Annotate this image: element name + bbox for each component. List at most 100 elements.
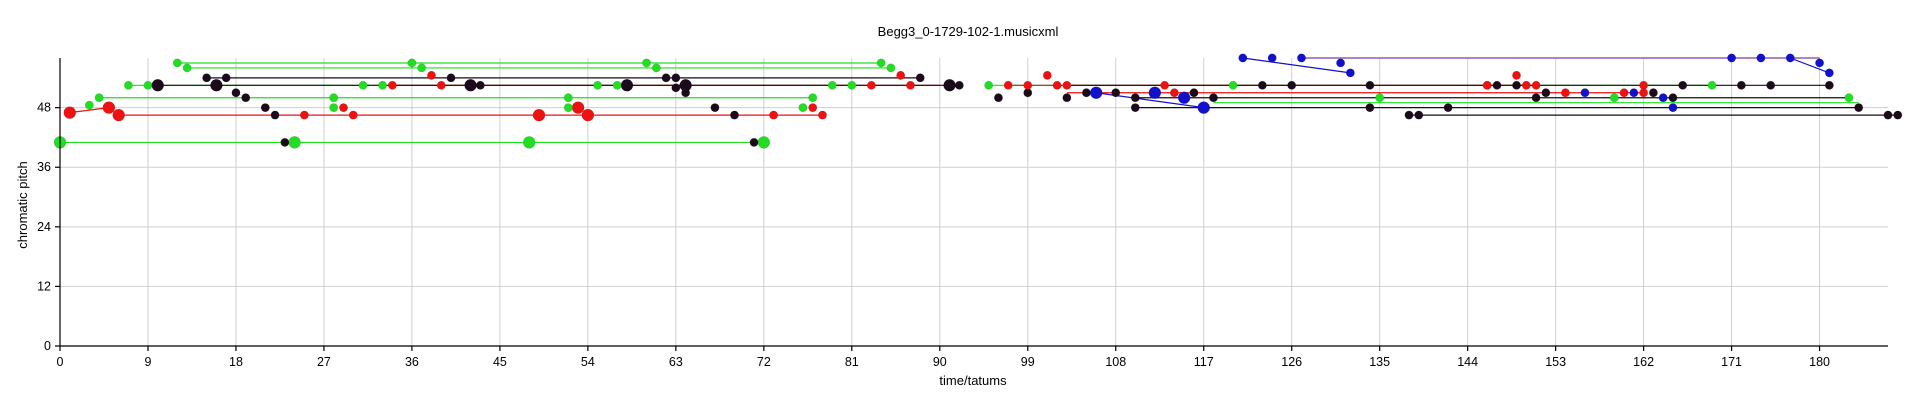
data-point [1844, 93, 1854, 103]
data-point [1492, 80, 1502, 90]
x-tick-label: 153 [1545, 355, 1566, 369]
x-tick-label: 27 [317, 355, 331, 369]
data-point [671, 73, 681, 83]
data-point [905, 80, 915, 90]
data-point [210, 79, 223, 92]
data-point [866, 80, 876, 90]
data-point [1560, 88, 1570, 98]
data-point [1668, 93, 1678, 103]
data-point [757, 136, 771, 149]
data-point [798, 103, 808, 113]
data-point [1062, 80, 1072, 90]
data-point [1521, 80, 1531, 90]
data-point [1580, 88, 1590, 98]
data-point [1609, 93, 1619, 103]
data-point [1541, 88, 1551, 98]
data-point [1678, 80, 1688, 90]
data-point [260, 103, 270, 113]
data-point [563, 103, 573, 113]
data-point [221, 73, 231, 83]
data-point [886, 63, 896, 73]
series-line [69, 107, 109, 114]
data-point [1177, 91, 1191, 105]
data-point [817, 110, 827, 120]
data-point [563, 93, 573, 103]
data-point [1531, 80, 1541, 90]
data-point [1668, 103, 1678, 113]
x-tick-label: 180 [1809, 355, 1830, 369]
data-point [102, 101, 116, 114]
data-point [407, 58, 417, 68]
data-point [730, 110, 740, 120]
x-tick-label: 90 [933, 355, 947, 369]
data-point [84, 100, 94, 110]
data-point [348, 110, 358, 120]
data-point [288, 136, 301, 149]
data-point [1639, 88, 1649, 98]
data-point [172, 58, 182, 68]
x-tick-label: 36 [405, 355, 419, 369]
data-point [1189, 88, 1199, 98]
data-point [378, 80, 388, 90]
data-point [593, 80, 603, 90]
data-point [522, 136, 536, 149]
x-tick-label: 18 [229, 355, 243, 369]
data-point [661, 73, 671, 83]
data-point [808, 93, 818, 103]
data-point [1824, 80, 1834, 90]
y-tick-label: 24 [37, 220, 51, 234]
data-point [612, 80, 622, 90]
data-point [1257, 80, 1267, 90]
data-point [426, 70, 436, 80]
data-point [847, 80, 857, 90]
data-point [1766, 80, 1776, 90]
data-point [338, 103, 348, 113]
data-point [1824, 68, 1834, 78]
x-tick-label: 135 [1369, 355, 1390, 369]
data-point [1062, 93, 1072, 103]
data-point [769, 110, 779, 120]
data-point [896, 70, 906, 80]
data-point [1648, 88, 1658, 98]
data-point [1287, 80, 1297, 90]
data-point [1883, 110, 1893, 120]
x-tick-label: 144 [1457, 355, 1478, 369]
data-point [1081, 88, 1091, 98]
data-point [984, 80, 994, 90]
data-point [1238, 53, 1248, 63]
data-point [1658, 93, 1668, 103]
data-point [1296, 53, 1306, 63]
data-point [993, 93, 1003, 103]
data-point [1169, 88, 1179, 98]
data-point [1052, 80, 1062, 90]
data-point [876, 58, 886, 68]
data-point [231, 88, 241, 98]
data-point [1854, 103, 1864, 113]
data-point [679, 79, 692, 92]
data-point [620, 79, 634, 92]
y-axis-label: chromatic pitch [15, 161, 30, 248]
data-point [280, 137, 290, 147]
data-point [358, 80, 368, 90]
data-point [581, 108, 595, 122]
x-tick-label: 126 [1281, 355, 1302, 369]
y-tick-label: 12 [37, 279, 51, 293]
data-point [710, 103, 720, 113]
data-point [123, 80, 133, 90]
data-point [387, 80, 397, 90]
x-tick-label: 45 [493, 355, 507, 369]
data-point [1375, 93, 1385, 103]
data-point [1345, 68, 1355, 78]
data-point [299, 110, 309, 120]
data-point [749, 137, 759, 147]
x-tick-label: 117 [1194, 355, 1214, 369]
data-point [446, 73, 456, 83]
data-point [1756, 53, 1766, 63]
x-tick-label: 63 [669, 355, 683, 369]
x-tick-label: 99 [1021, 355, 1035, 369]
x-tick-label: 9 [145, 355, 152, 369]
data-point [945, 80, 955, 90]
data-point [417, 63, 427, 73]
series-line [1242, 57, 1351, 74]
data-point [1089, 86, 1103, 100]
